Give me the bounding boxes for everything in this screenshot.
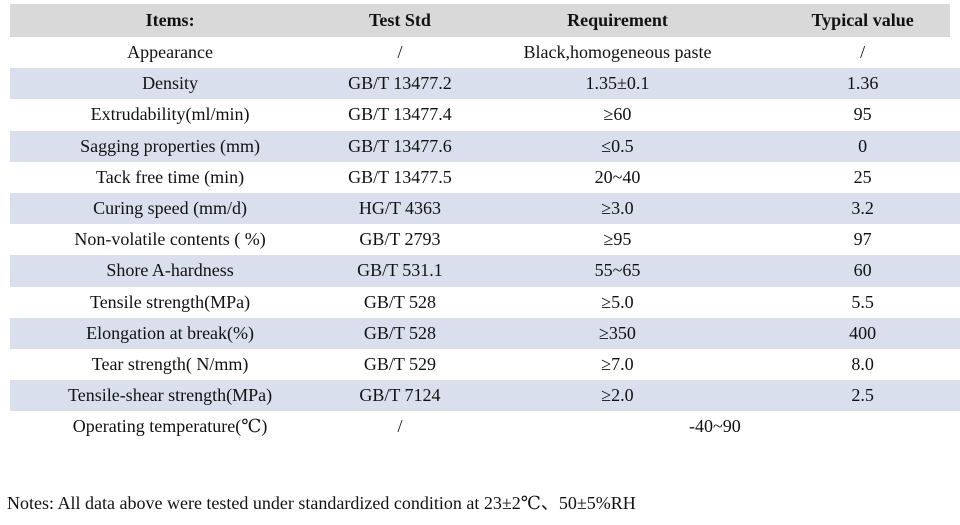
spec-row: Density GB/T 13477.2 1.35±0.1 1.36 — [10, 68, 960, 100]
requirement-cell: -40~90 — [689, 416, 741, 437]
test-std-cell: GB/T 13477.6 — [330, 130, 470, 162]
test-std-cell: GB/T 529 — [363, 353, 437, 374]
spec-row: Shore A-hardness GB/T 531.1 55~65 60 — [10, 255, 960, 287]
test-std-cell: GB/T 13477.2 — [330, 68, 470, 100]
item-cell: Tensile strength(MPa) — [89, 291, 251, 312]
spec-row: Elongation at break(%) GB/T 528 ≥350 400 — [10, 317, 960, 349]
typical-value-cell: 0 — [765, 130, 960, 162]
typical-value-cell: 1.36 — [765, 68, 960, 100]
spec-row: Tensile-shear strength(MPa) GB/T 7124 ≥2.0… — [10, 380, 960, 412]
spec-row: Tack free time (min) GB/T 13477.5 20~40 25 — [10, 162, 960, 193]
typical-value-cell: 3.2 — [765, 192, 960, 225]
requirement-cell: ≥5.0 — [601, 291, 634, 312]
spec-row: Operating temperature(℃) / -40~90 — [10, 411, 960, 442]
test-std-cell: GB/T 13477.4 — [348, 104, 452, 125]
spec-row: Appearance / Black,homogeneous paste / — [10, 37, 960, 68]
spec-table-body: Appearance / Black,homogeneous paste / Densi… — [10, 37, 960, 442]
requirement-cell: ≥350 — [469, 317, 766, 349]
requirement-cell: 20~40 — [594, 166, 641, 187]
test-std-cell: GB/T 13477.5 — [348, 166, 452, 187]
item-cell: Non-volatile contents ( %) — [74, 229, 266, 250]
col-header-items: Items: — [10, 4, 331, 37]
header-row: Items: Test Std Requirement Typical valu… — [10, 4, 960, 37]
requirement-cell: ≥95 — [603, 229, 632, 250]
spec-row: Tear strength( N/mm) GB/T 529 ≥7.0 8.0 — [10, 349, 960, 380]
typical-value-cell: 2.5 — [765, 380, 960, 412]
item-cell: Curing speed (mm/d) — [10, 192, 331, 225]
spec-row: Sagging properties (mm) GB/T 13477.6 ≤0.5 0 — [10, 130, 960, 162]
col-header-typical-value: Typical value — [765, 4, 960, 37]
typical-value-cell: 60 — [765, 255, 960, 287]
test-std-cell: / — [397, 42, 403, 63]
item-cell: Shore A-hardness — [10, 255, 331, 287]
typical-value-cell: 400 — [765, 317, 960, 349]
requirement-cell: 55~65 — [469, 255, 766, 287]
item-cell: Elongation at break(%) — [10, 317, 331, 349]
item-cell: Sagging properties (mm) — [10, 130, 331, 162]
requirement-cell: ≥2.0 — [469, 380, 766, 412]
spec-row: Extrudability(ml/min) GB/T 13477.4 ≥60 95 — [10, 99, 960, 130]
requirement-cell: ≥7.0 — [601, 353, 634, 374]
notes-text: Notes: All data above were tested under … — [7, 493, 636, 513]
typical-value-cell: / — [860, 42, 866, 63]
test-std-cell: GB/T 7124 — [330, 380, 470, 412]
spec-row: Tensile strength(MPa) GB/T 528 ≥5.0 5.5 — [10, 287, 960, 318]
item-cell: Tear strength( N/mm) — [91, 353, 249, 374]
item-cell: Operating temperature(℃) — [72, 416, 268, 437]
spec-row: Non-volatile contents ( %) GB/T 2793 ≥95 97 — [10, 224, 960, 255]
item-cell: Tack free time (min) — [95, 166, 245, 187]
requirement-cell: Black,homogeneous paste — [523, 42, 712, 63]
spec-table: Items: Test Std Requirement Typical valu… — [10, 4, 960, 442]
test-std-cell: GB/T 528 — [330, 317, 470, 349]
requirement-cell: ≥3.0 — [469, 192, 766, 225]
typical-value-cell: 5.5 — [851, 291, 874, 312]
item-cell: Tensile-shear strength(MPa) — [10, 380, 331, 412]
test-std-cell: GB/T 531.1 — [330, 255, 470, 287]
typical-value-cell: 95 — [853, 104, 872, 125]
test-std-cell: HG/T 4363 — [330, 192, 470, 225]
item-cell: Density — [10, 68, 331, 100]
item-cell: Extrudability(ml/min) — [90, 104, 250, 125]
test-std-cell: GB/T 528 — [363, 291, 437, 312]
test-std-cell: / — [397, 416, 403, 437]
requirement-cell: ≥60 — [603, 104, 632, 125]
col-header-requirement: Requirement — [469, 4, 766, 37]
requirement-cell: ≤0.5 — [469, 130, 766, 162]
requirement-cell: 1.35±0.1 — [469, 68, 766, 100]
item-cell: Appearance — [127, 42, 214, 63]
typical-value-cell: 8.0 — [851, 353, 874, 374]
typical-value-cell: 97 — [853, 229, 872, 250]
test-std-cell: GB/T 2793 — [359, 229, 441, 250]
spec-row: Curing speed (mm/d) HG/T 4363 ≥3.0 3.2 — [10, 192, 960, 225]
col-header-test-std: Test Std — [330, 4, 470, 37]
typical-value-cell: 25 — [853, 166, 872, 187]
